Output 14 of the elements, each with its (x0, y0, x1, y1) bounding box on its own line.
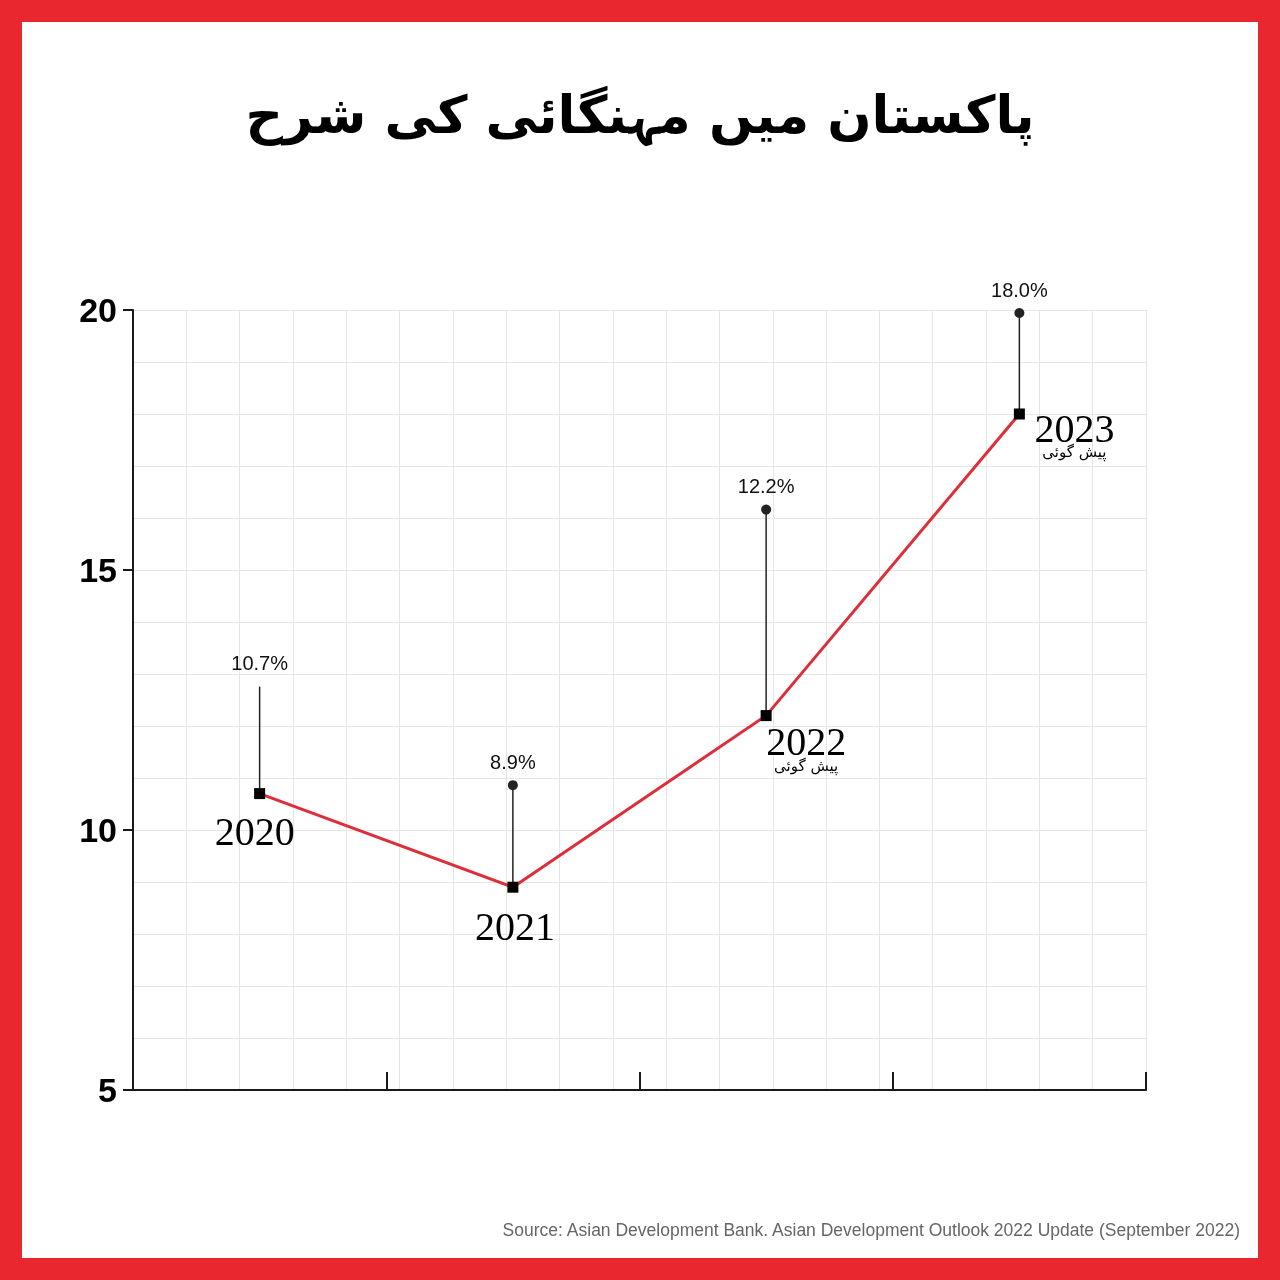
data-label: 18.0% (991, 278, 1048, 301)
annotation: پیش گوئی (1042, 443, 1107, 462)
x-tick-label: 2021 (474, 903, 555, 949)
y-tick-label: 5 (98, 1071, 117, 1109)
annotation: پیش گوئی (774, 756, 839, 776)
data-label: 12.2% (737, 475, 795, 498)
x-tick-label: 2020 (214, 809, 295, 855)
source-note: Source: Asian Development Bank. Asian Development Outlook 2022 Update (September 2022) (502, 1220, 1240, 1240)
data-label: 10.7% (231, 652, 289, 675)
y-tick-label: 15 (79, 551, 117, 589)
data-label: 8.9% (490, 750, 536, 773)
chart-title: پاکستان میں مہنگائی کی شرح (245, 85, 1035, 147)
y-tick-label: 10 (79, 811, 117, 849)
y-tick-label: 20 (79, 291, 117, 329)
